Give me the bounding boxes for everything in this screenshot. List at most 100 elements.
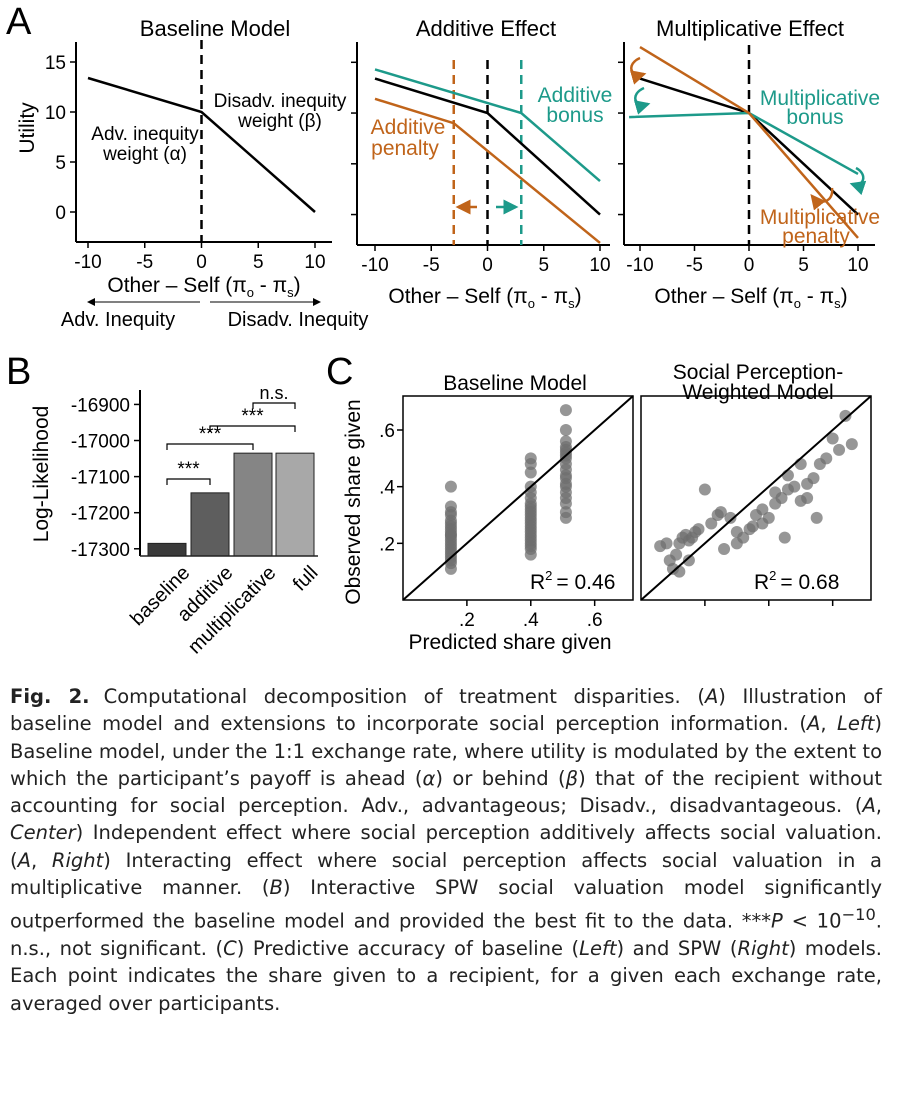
data-point [705, 517, 718, 530]
caption-text: . n.s., not significant. ( [10, 909, 882, 961]
multiplicative-penalty-label: Multiplicative [760, 206, 880, 229]
data-point [698, 483, 711, 496]
y-tick-label: 0 [55, 203, 66, 224]
x-tick-label: 10 [847, 255, 868, 276]
data-point [756, 503, 769, 516]
chart-title: Baseline Model [140, 16, 290, 41]
chart-title-right-1: Social Perception- [673, 361, 843, 384]
data-point [746, 520, 759, 533]
series-line-black [87, 76, 316, 213]
additive-penalty-label-2: penalty [371, 137, 439, 160]
plot-frame-right [640, 395, 872, 601]
bar-multiplicative [233, 452, 273, 557]
y-tick-label: -17100 [71, 468, 130, 489]
chart-title: Additive Effect [416, 16, 556, 41]
panel-a-right: Multiplicative Effect -10 -5 0 5 10 Multipli… [618, 16, 880, 311]
rotate-arrow-icon [849, 166, 867, 196]
significance-bracket [166, 478, 211, 485]
multiplicative-bonus-label: Multiplicative [760, 87, 880, 110]
significance-label: *** [177, 459, 200, 480]
plot-lines [374, 60, 601, 245]
x-tick-label: -10 [74, 252, 101, 273]
y-tick-label: 15 [45, 53, 66, 74]
rotate-arrow-icon [633, 86, 651, 115]
data-point [718, 543, 731, 555]
chart-title-left: Baseline Model [443, 372, 587, 395]
data-point [724, 511, 737, 524]
panel-label-c: C [326, 351, 353, 393]
significance-label: n.s. [259, 383, 288, 403]
additive-bonus-label: Additive [538, 84, 613, 107]
adv-inequity-label: Adv. Inequity [61, 309, 175, 331]
data-point [559, 497, 572, 510]
data-point [820, 452, 833, 465]
x-ticks: -10 -5 0 5 10 [74, 242, 326, 273]
data-point [807, 472, 820, 485]
caption-text: ) or behind ( [435, 766, 566, 790]
y-tick-label: .6 [379, 421, 395, 442]
data-point [833, 443, 846, 456]
data-point [788, 480, 801, 493]
data-point [660, 537, 673, 550]
x-tick-label: 5 [253, 252, 264, 273]
caption-ref: A [17, 848, 31, 872]
caption-ref: A [806, 712, 821, 736]
x-tick-label: 0 [744, 255, 755, 276]
x-tick-label: .2 [459, 610, 475, 631]
x-tick-label: 0 [482, 255, 493, 276]
caption-text: ) Baseline model, under the 1:1 exchange… [10, 712, 882, 790]
data-point [778, 531, 791, 544]
y-axis-label: Log-Likelihood [30, 406, 53, 543]
data-point [682, 554, 695, 567]
data-point [801, 492, 814, 504]
adv-weight-label: Adv. inequity [91, 124, 199, 145]
data-point [810, 511, 823, 524]
data-point [730, 526, 743, 538]
bars [140, 452, 318, 557]
data-point [756, 517, 769, 530]
caption-ref: Right [51, 848, 104, 872]
r2-right: R2 = 0.68 [754, 568, 839, 594]
x-tick-label: -5 [686, 255, 703, 276]
caption-text: , [875, 794, 882, 818]
data-point [524, 458, 537, 470]
data-point [839, 409, 852, 422]
caption-text: Computational decomposition of treatment… [103, 685, 705, 708]
significance-bracket [252, 402, 296, 409]
additive-penalty-label: Additive [371, 116, 446, 139]
caption-text: ) Interacting effect where social percep… [10, 848, 883, 900]
y-tick-label: 10 [45, 103, 66, 124]
disadv-weight-label-2: weight (β) [237, 111, 322, 132]
additive-bonus-label-2: bonus [546, 104, 603, 127]
series-line-teal [374, 68, 601, 183]
significance-brackets: *** *** *** n.s. [166, 383, 296, 485]
x-tick-label: 0 [196, 252, 207, 273]
caption-ref: B [269, 876, 283, 900]
data-point [769, 486, 782, 499]
y-axis-label: Utility [16, 102, 39, 154]
bar-full [275, 452, 315, 557]
fig-label: Fig. 2. [10, 685, 90, 708]
figure-caption: Fig. 2. Computational decomposition of tr… [10, 683, 882, 1017]
data-point [444, 480, 457, 493]
significance-label: *** [199, 424, 222, 445]
caption-ref: P [771, 909, 783, 933]
x-axis-label: Other – Self (πo - πs) [654, 285, 847, 311]
caption-ref: Center [10, 821, 76, 845]
data-point [826, 432, 839, 445]
y-ticks: 0 5 10 15 [45, 53, 76, 224]
data-point [794, 458, 807, 470]
data-point [714, 506, 727, 519]
caption-text: ) Independent effect where social percep… [10, 821, 882, 872]
caption-ref: α [422, 766, 436, 790]
x-tick-label: -10 [626, 255, 653, 276]
disadv-weight-label: Disadv. inequity [214, 91, 347, 112]
multiplicative-penalty-label-2: penalty [782, 225, 850, 248]
caption-text: , [30, 848, 52, 872]
data-point [673, 565, 686, 578]
chart-title-right-2: Weighted Model [682, 381, 833, 404]
caption-text: ) and SPW ( [616, 937, 738, 961]
y-tick-label: -17300 [71, 540, 130, 561]
